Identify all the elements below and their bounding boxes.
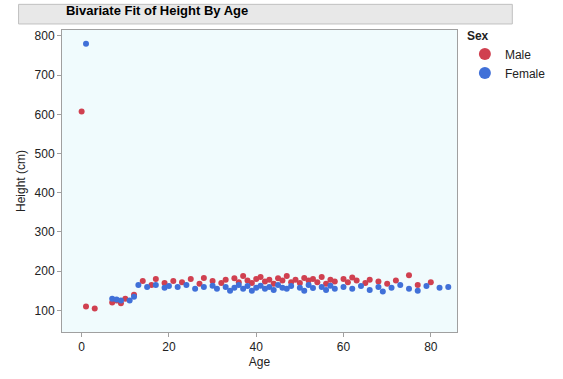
svg-text:40: 40 [250, 340, 264, 354]
svg-text:Bivariate Fit of Height By Age: Bivariate Fit of Height By Age [66, 3, 248, 18]
svg-text:200: 200 [35, 264, 55, 278]
svg-text:Male: Male [505, 48, 531, 62]
svg-text:800: 800 [35, 29, 55, 43]
svg-text:60: 60 [337, 340, 351, 354]
svg-text:Age: Age [249, 355, 271, 369]
svg-text:600: 600 [35, 108, 55, 122]
svg-text:0: 0 [78, 340, 85, 354]
svg-text:80: 80 [424, 340, 438, 354]
svg-text:Height (cm): Height (cm) [14, 150, 28, 212]
svg-text:700: 700 [35, 68, 55, 82]
svg-text:20: 20 [162, 340, 176, 354]
svg-text:100: 100 [35, 304, 55, 318]
svg-text:Female: Female [505, 67, 545, 81]
svg-text:300: 300 [35, 225, 55, 239]
svg-text:400: 400 [35, 186, 55, 200]
svg-text:Sex: Sex [467, 29, 489, 43]
svg-text:500: 500 [35, 147, 55, 161]
